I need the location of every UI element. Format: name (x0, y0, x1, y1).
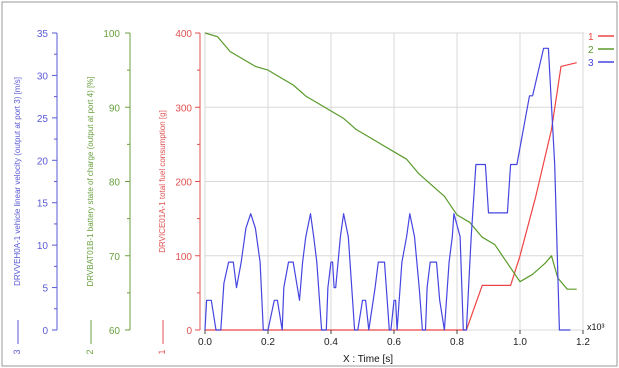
series-line-fuel (205, 62, 577, 331)
y-tick-label: 15 (37, 199, 49, 210)
y-tick-label: 0 (186, 326, 192, 337)
legend-label: 1 (588, 32, 594, 43)
y-tick-label: 200 (175, 178, 192, 189)
y-tick-label: 0 (42, 326, 48, 337)
y-tick-label: 100 (175, 252, 192, 263)
y-tick-label: 30 (37, 71, 49, 82)
legend: 1 2 3 (588, 32, 614, 69)
y-tick-label: 35 (37, 29, 49, 40)
y-tick-label: 80 (109, 178, 121, 189)
y-axis-velocity: 0 5 10 15 20 25 30 35 DRVVEH0A-1 vehicle linear … (12, 29, 58, 355)
x-tick-label: 0.8 (450, 337, 464, 348)
x-axis-exponent: x10³ (587, 322, 605, 332)
x-axis-label: X : Time [s] (343, 354, 393, 365)
x-tick-label: 1.2 (576, 337, 590, 348)
y-tick-label: 10 (37, 241, 49, 252)
y-tick-label: 70 (109, 252, 121, 263)
y-tick-label: 25 (37, 114, 49, 125)
y-tick-label: 5 (42, 284, 48, 295)
y-axis-soc: 60 70 80 90 100 DRVBAT01B-1 battery state of … (85, 29, 131, 355)
y-tick-label: 300 (175, 103, 192, 114)
x-tick-label: 0.6 (387, 337, 401, 348)
y-tick-label: 90 (109, 103, 121, 114)
series-line-soc (204, 32, 577, 290)
legend-label: 2 (588, 45, 594, 56)
legend-entry: 3 (588, 58, 614, 69)
legend-label: 3 (588, 58, 594, 69)
y-axis-index: 3 (12, 349, 22, 354)
y-axis-index: 2 (85, 349, 95, 354)
x-axis: 0.0 0.2 0.4 0.6 0.8 1.0 1.2 (198, 330, 590, 348)
y-axis-label: DRVBAT01B-1 battery state of charge (out… (86, 76, 95, 286)
y-axis-label: DRVVEH0A-1 vehicle linear velocity (outp… (13, 77, 22, 286)
legend-entry: 1 (588, 32, 614, 43)
y-tick-label: 400 (175, 29, 192, 40)
x-tick-label: 0.4 (324, 337, 338, 348)
x-tick-label: 1.0 (513, 337, 527, 348)
y-axis-fuel: 0 100 200 300 400 DRVICE01A-1 total fuel cons… (157, 29, 201, 355)
legend-entry: 2 (588, 45, 614, 56)
series-line-velocity (204, 47, 571, 331)
x-tick-label: 0.2 (261, 337, 275, 348)
y-tick-label: 100 (103, 29, 120, 40)
y-axis-label: DRVICE01A-1 total fuel consumption [g] (158, 110, 167, 253)
y-tick-label: 20 (37, 156, 49, 167)
x-tick-label: 0.0 (198, 337, 212, 348)
y-tick-label: 60 (109, 326, 121, 337)
y-axis-index: 1 (157, 349, 167, 354)
plot-grid (204, 32, 584, 331)
series-lines (204, 32, 577, 331)
